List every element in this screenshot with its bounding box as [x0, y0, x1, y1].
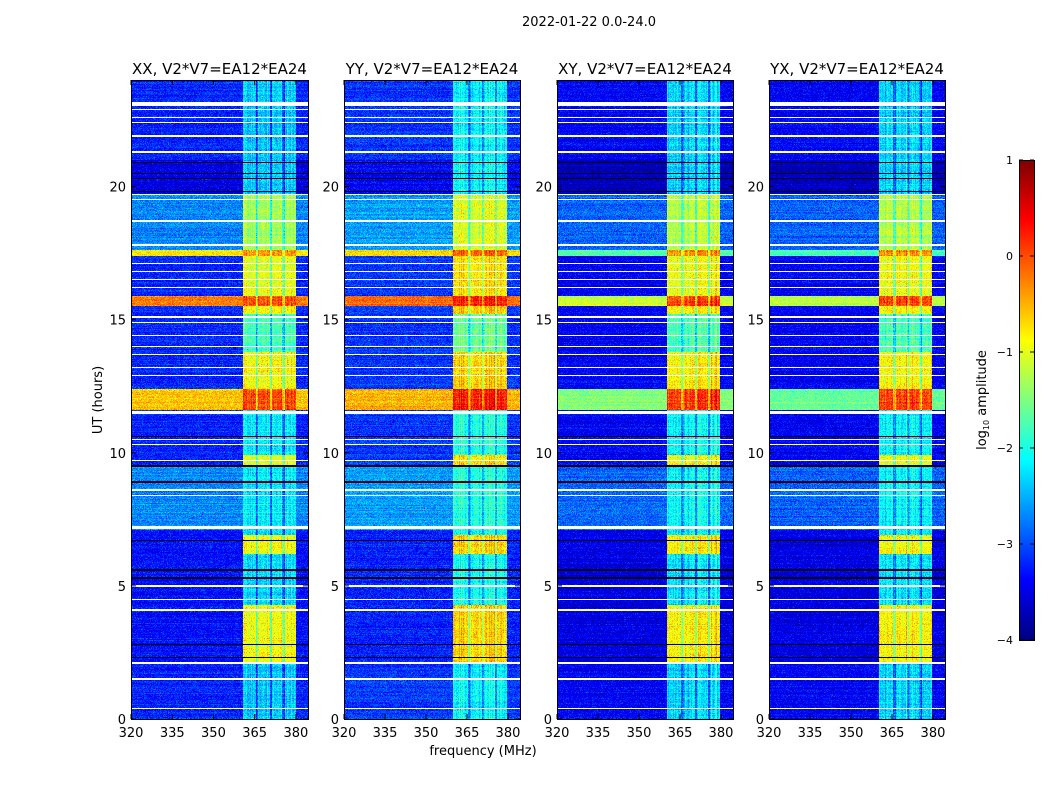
- colorbar-tick-label: −2: [997, 442, 1013, 455]
- y-tick-label: 10: [322, 447, 339, 462]
- x-tick-label: 320: [545, 726, 570, 741]
- x-tick-label: 335: [586, 726, 611, 741]
- panel-title: YY, V2*V7=EA12*EA24: [345, 60, 519, 78]
- x-tick-label: 320: [332, 726, 357, 741]
- waterfall-panel-yy: [344, 80, 520, 719]
- colorbar-label-log: log: [975, 430, 990, 450]
- colorbar-tick-label: 1: [1006, 154, 1013, 167]
- waterfall-panel-xy: [557, 80, 733, 719]
- colorbar-frame: [1019, 160, 1035, 641]
- y-tick-label: 15: [535, 314, 552, 329]
- y-tick-label: 0: [756, 713, 764, 728]
- x-tick-label: 350: [627, 726, 652, 741]
- panel-frame: [131, 80, 309, 720]
- panel-frame: [344, 80, 521, 720]
- figure-suptitle: 2022-01-22 0.0-24.0: [522, 15, 656, 30]
- colorbar-label: log10 amplitude: [975, 350, 991, 450]
- panel-frame: [557, 80, 734, 720]
- y-tick-label: 5: [544, 580, 552, 595]
- colorbar-label-rest: amplitude: [975, 350, 990, 420]
- waterfall-panel-yx: [769, 80, 945, 719]
- panel-title: XY, V2*V7=EA12*EA24: [558, 60, 732, 78]
- x-tick-label: 365: [880, 726, 905, 741]
- y-tick-label: 10: [747, 447, 764, 462]
- x-tick-label: 365: [242, 726, 267, 741]
- y-tick-label: 5: [756, 580, 764, 595]
- colorbar-label-subscript: 10: [982, 420, 991, 430]
- colorbar-tick-label: −1: [997, 346, 1013, 359]
- colorbar-tick-label: −4: [997, 634, 1013, 647]
- y-tick-label: 0: [118, 713, 126, 728]
- y-tick-label: 15: [747, 314, 764, 329]
- y-tick-label: 20: [747, 181, 764, 196]
- y-axis-label: UT (hours): [91, 366, 106, 434]
- panel-title: YX, V2*V7=EA12*EA24: [769, 60, 944, 78]
- colorbar-tick-label: −3: [997, 538, 1013, 551]
- y-tick-label: 5: [331, 580, 339, 595]
- y-tick-label: 0: [331, 713, 339, 728]
- x-tick-label: 335: [798, 726, 823, 741]
- y-tick-label: 0: [544, 713, 552, 728]
- x-tick-label: 365: [668, 726, 693, 741]
- x-tick-label: 335: [160, 726, 185, 741]
- x-tick-label: 350: [839, 726, 864, 741]
- x-tick-label: 320: [757, 726, 782, 741]
- y-tick-label: 5: [118, 580, 126, 595]
- x-tick-label: 335: [373, 726, 398, 741]
- colorbar-tick-label: 0: [1006, 250, 1013, 263]
- x-axis-label: frequency (MHz): [429, 744, 536, 759]
- x-tick-label: 380: [496, 726, 521, 741]
- y-tick-label: 20: [109, 181, 126, 196]
- y-tick-label: 15: [109, 314, 126, 329]
- x-tick-label: 350: [201, 726, 226, 741]
- y-tick-label: 20: [322, 181, 339, 196]
- waterfall-panel-xx: [131, 80, 308, 719]
- y-tick-label: 10: [109, 447, 126, 462]
- y-tick-label: 15: [322, 314, 339, 329]
- x-tick-label: 380: [283, 726, 308, 741]
- panel-title: XX, V2*V7=EA12*EA24: [132, 60, 307, 78]
- colorbar: [1019, 160, 1034, 640]
- x-tick-label: 320: [119, 726, 144, 741]
- x-tick-label: 365: [455, 726, 480, 741]
- panel-frame: [769, 80, 946, 720]
- x-tick-label: 380: [921, 726, 946, 741]
- y-tick-label: 20: [535, 181, 552, 196]
- x-tick-label: 350: [414, 726, 439, 741]
- x-tick-label: 380: [709, 726, 734, 741]
- y-tick-label: 10: [535, 447, 552, 462]
